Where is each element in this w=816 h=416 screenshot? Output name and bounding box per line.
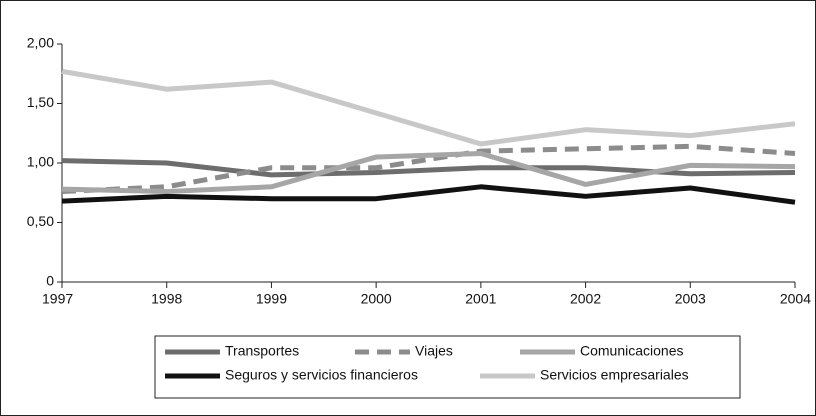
y-tick-label: 0 [46, 273, 54, 289]
y-tick-label: 0,50 [27, 213, 54, 229]
legend-label: Seguros y servicios financieros [225, 367, 418, 383]
series-line [61, 68, 796, 147]
y-tick-label: 2,00 [27, 35, 54, 51]
legend-label: Servicios empresariales [540, 367, 689, 383]
x-tick-label: 1998 [151, 291, 182, 307]
legend-label: Comunicaciones [580, 343, 684, 359]
x-tick-label: 2001 [465, 291, 496, 307]
x-tick-label: 2002 [570, 291, 601, 307]
x-tick-label: 2003 [675, 291, 706, 307]
series-line [61, 150, 796, 195]
legend-box [154, 335, 741, 399]
legend-label: Transportes [225, 343, 299, 359]
x-tick-label: 1999 [256, 291, 287, 307]
x-tick-label: 2000 [361, 291, 392, 307]
series-line [61, 158, 796, 178]
y-tick-label: 1,00 [27, 154, 54, 170]
legend-label: Viajes [415, 343, 453, 359]
x-tick-label: 2004 [780, 291, 811, 307]
series-line [61, 184, 796, 205]
series-line [61, 143, 796, 195]
y-tick-label: 1,50 [27, 94, 54, 110]
x-tick-label: 1997 [42, 291, 73, 307]
